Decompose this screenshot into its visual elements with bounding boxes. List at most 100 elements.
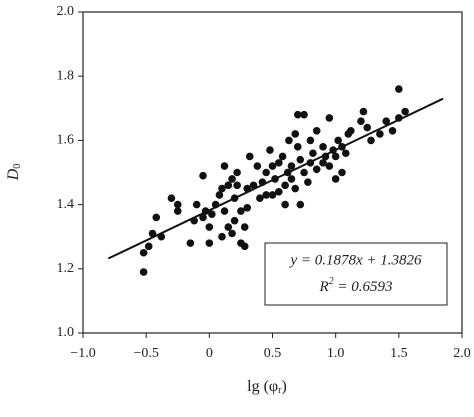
- point: [300, 110, 308, 119]
- point: [312, 126, 321, 135]
- point: [293, 143, 302, 151]
- x-tick-label: 1.5: [390, 346, 408, 361]
- point: [240, 242, 249, 251]
- x-label-subscript: r: [278, 385, 282, 396]
- point: [281, 181, 289, 190]
- point: [167, 194, 176, 202]
- point: [334, 136, 342, 145]
- point: [285, 136, 293, 145]
- y-tick-label: 1.6: [57, 133, 75, 148]
- point: [224, 223, 233, 231]
- x-tick-label: −0.5: [133, 346, 158, 361]
- x-tick-label: 2.0: [453, 346, 471, 361]
- point: [268, 191, 277, 199]
- r-superscript: 2: [329, 276, 334, 287]
- y-label-subscript: 0: [12, 164, 23, 169]
- point: [228, 229, 236, 238]
- point: [291, 130, 300, 138]
- point: [296, 155, 305, 164]
- point: [233, 168, 241, 177]
- point: [192, 200, 201, 209]
- r-squared: R2 = 0.6593: [318, 276, 392, 295]
- fit-line: [107, 97, 444, 260]
- point: [266, 146, 274, 154]
- point: [253, 162, 262, 170]
- r-value: = 0.6593: [334, 279, 393, 295]
- point: [186, 239, 195, 247]
- point: [199, 213, 207, 222]
- point: [199, 171, 207, 180]
- point: [319, 143, 327, 151]
- x-label-main: lg (φ: [247, 378, 278, 395]
- point: [331, 152, 340, 161]
- point: [173, 207, 182, 215]
- y-tick-label: 1.4: [57, 197, 75, 212]
- point: [341, 149, 350, 158]
- fit-equation: y = 0.1878x + 1.3826: [288, 252, 422, 268]
- point: [245, 152, 254, 161]
- point: [139, 268, 148, 276]
- point: [287, 175, 296, 183]
- point: [291, 184, 300, 193]
- r-symbol: R: [318, 279, 328, 295]
- point: [293, 110, 302, 119]
- x-label-close: ): [282, 378, 287, 395]
- y-tick-label: 2.0: [57, 4, 75, 19]
- y-tick-label: 1.8: [57, 68, 75, 83]
- point: [240, 223, 249, 231]
- point: [205, 239, 214, 247]
- point: [306, 136, 315, 145]
- y-label-main: D: [5, 168, 22, 181]
- x-tick-label: 0.5: [264, 346, 282, 361]
- point: [300, 168, 308, 177]
- point: [376, 130, 384, 138]
- point: [139, 248, 148, 257]
- point: [347, 126, 355, 135]
- point: [230, 216, 239, 225]
- point: [228, 175, 236, 183]
- annotation-box: y = 0.1878x + 1.3826 R2 = 0.6593: [264, 242, 448, 306]
- point: [224, 181, 233, 190]
- point: [331, 175, 340, 183]
- y-axis-label: D0: [5, 164, 24, 182]
- point: [256, 194, 264, 202]
- x-tick-label: −1.0: [70, 346, 95, 361]
- point: [325, 162, 334, 170]
- annotation-frame: [264, 242, 448, 306]
- point: [357, 117, 365, 125]
- y-tick-label: 1.2: [57, 261, 75, 276]
- point: [401, 107, 409, 116]
- point: [218, 232, 226, 241]
- point: [144, 242, 153, 251]
- point: [243, 204, 252, 212]
- point: [275, 187, 283, 196]
- point: [395, 85, 403, 93]
- point: [215, 191, 224, 199]
- point: [233, 181, 241, 190]
- point: [152, 213, 161, 222]
- point: [338, 168, 346, 177]
- point: [205, 223, 214, 231]
- point: [218, 184, 226, 193]
- point: [304, 178, 312, 186]
- point: [287, 162, 296, 170]
- point: [262, 168, 270, 177]
- point: [296, 200, 305, 209]
- point: [173, 200, 182, 209]
- x-tick-label: 1.0: [327, 346, 345, 361]
- point: [388, 126, 397, 135]
- point: [220, 207, 229, 215]
- x-axis-label: lg (φr): [247, 378, 287, 397]
- point: [382, 117, 391, 125]
- point: [268, 162, 277, 170]
- point: [319, 159, 327, 167]
- point: [325, 114, 334, 122]
- point: [262, 191, 270, 199]
- point: [220, 162, 229, 170]
- point: [312, 165, 321, 174]
- point: [281, 200, 289, 209]
- point: [275, 159, 283, 167]
- point: [278, 152, 287, 161]
- y-tick-label: 1.0: [57, 325, 75, 340]
